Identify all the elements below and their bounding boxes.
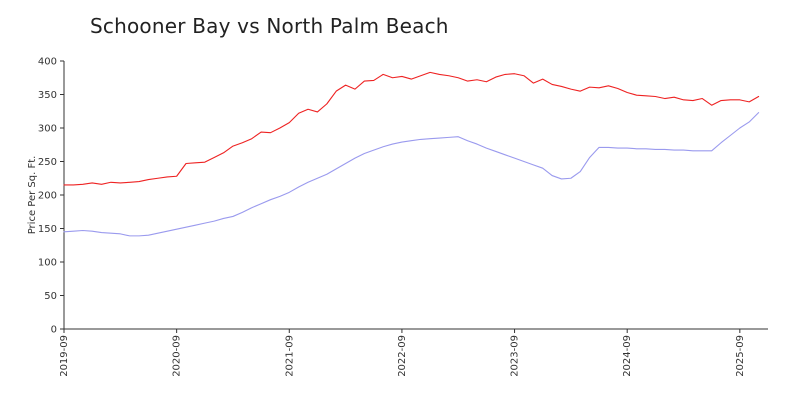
- y-tick-label: 50: [44, 291, 57, 302]
- x-tick-label: 2019-09: [59, 335, 70, 377]
- y-tick-label: 350: [38, 90, 57, 101]
- y-axis: 0 50 100 150 200 250 300 350 400: [38, 57, 65, 336]
- series-line-1: [63, 71, 760, 186]
- x-tick-label: 2021-09: [284, 335, 295, 377]
- x-axis: 2019-09 2020-09 2021-09 2022-09 2023-09 2024-…: [59, 328, 768, 377]
- x-tick-label: 2024-09: [622, 335, 633, 377]
- y-tick-label: 0: [51, 325, 57, 336]
- x-tick-label: 2022-09: [397, 335, 408, 377]
- x-tick-label: 2020-09: [172, 335, 183, 377]
- y-tick-label: 300: [38, 124, 57, 135]
- y-tick-label: 100: [38, 258, 57, 269]
- y-tick-label: 400: [38, 57, 57, 68]
- series-line-2: [63, 112, 760, 237]
- x-tick-label: 2023-09: [510, 335, 521, 377]
- x-tick-label: 2025-09: [735, 335, 746, 377]
- y-tick-label: 200: [38, 191, 57, 202]
- y-tick-label: 150: [38, 224, 57, 235]
- y-tick-label: 250: [38, 157, 57, 168]
- y-axis-label: Price Per Sq. Ft.: [27, 156, 38, 235]
- series-layer: [63, 71, 760, 237]
- chart-title: Schooner Bay vs North Palm Beach: [90, 14, 449, 38]
